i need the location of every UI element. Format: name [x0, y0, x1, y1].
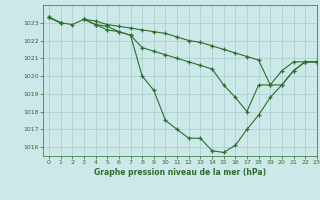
X-axis label: Graphe pression niveau de la mer (hPa): Graphe pression niveau de la mer (hPa) [94, 168, 266, 177]
